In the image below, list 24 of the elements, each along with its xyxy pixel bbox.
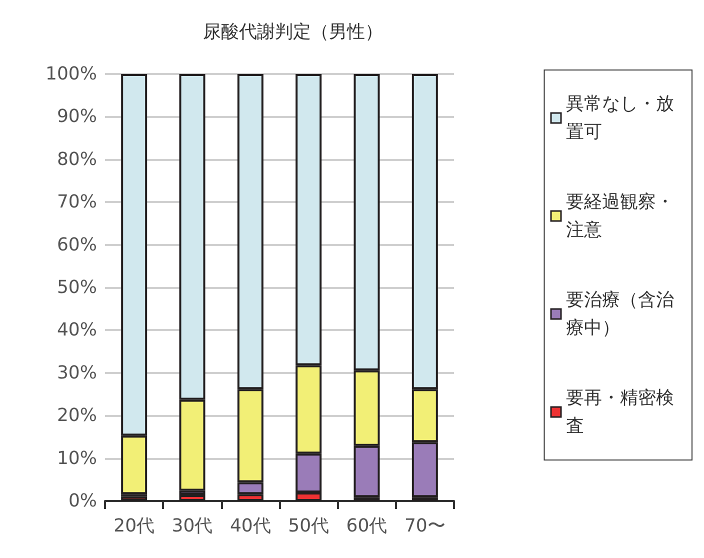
- y-tick-label: 90%: [56, 106, 97, 128]
- chart-title: 尿酸代謝判定（男性）: [203, 22, 383, 42]
- x-tick-label: 30代: [172, 516, 213, 536]
- legend-label: 異常なし・放置可: [566, 94, 674, 142]
- x-tick-label: 50代: [288, 516, 330, 536]
- bar: [179, 495, 206, 501]
- y-tick-label: 30%: [56, 362, 97, 384]
- x-tick-label: 40代: [230, 516, 271, 536]
- y-tick-label: 70%: [56, 192, 97, 213]
- y-tick-label: 0%: [68, 490, 97, 512]
- x-tick-label: 60代: [346, 516, 388, 536]
- y-tick-label: 10%: [56, 448, 97, 469]
- legend-label: 要経過観察・注意: [566, 192, 674, 240]
- y-tick-label: 20%: [56, 405, 97, 426]
- y-tick-label: 50%: [56, 277, 97, 298]
- y-tick-label: 60%: [56, 234, 97, 256]
- y-tick-label: 100%: [46, 64, 97, 84]
- legend-label: 要治療（含治療中）: [566, 290, 674, 338]
- y-tick-label: 80%: [56, 148, 97, 170]
- x-tick-label: 20代: [114, 516, 155, 536]
- legend-label: 要再・精密検査: [566, 388, 674, 436]
- x-tick-label: 70〜: [404, 516, 446, 536]
- y-tick-label: 40%: [56, 320, 97, 341]
- bar: [121, 496, 148, 501]
